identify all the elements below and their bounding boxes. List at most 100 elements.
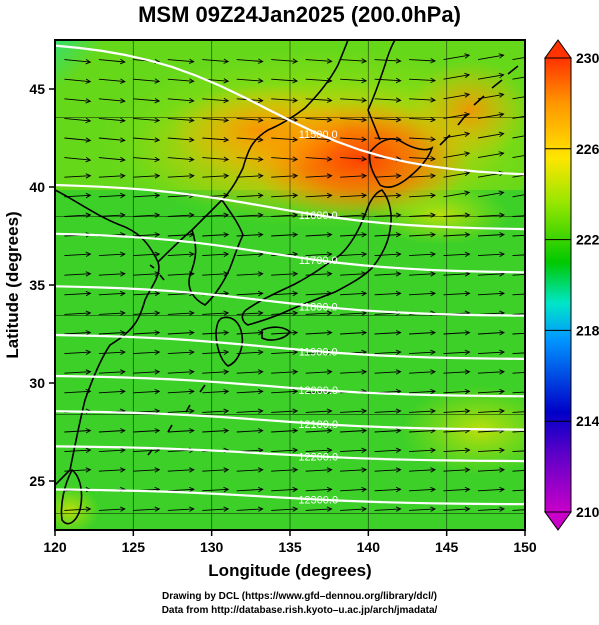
wind-vector-head [464,486,471,493]
colorbar-label: 218 [576,322,599,338]
wind-vector [202,430,229,433]
wind-vector-head [292,78,299,84]
wind-vector [305,430,332,433]
wind-vector [477,488,505,492]
wind-vector-head [430,330,436,336]
wind-vector [409,430,436,433]
wind-vector-head [464,388,471,395]
wind-vector [340,59,367,62]
wind-vector [305,410,332,413]
wind-vector-head [533,152,538,157]
wind-vector-head [85,78,92,84]
contour-line-11700.0 [55,232,525,274]
wind-vector [133,175,160,178]
wind-vector [271,351,298,355]
wind-vector [340,137,367,141]
wind-vector [340,157,367,160]
wind-vector-head [430,447,436,453]
credit-data: Data from http://database.rish.kyoto–u.a… [161,605,438,616]
wind-vector-head [154,78,161,84]
wind-vector-head [119,98,126,104]
wind-vector [409,332,436,335]
wind-vector [98,390,125,394]
wind-vector-head [154,310,161,316]
wind-vector-head [292,506,299,512]
wind-vector-head [534,350,539,355]
wind-vector-head [430,388,436,395]
wind-vector [409,449,436,453]
wind-vector-head [395,486,402,493]
wind-vector-head [395,330,402,336]
wind-vector-head [119,117,126,124]
wind-vector-head [257,97,264,104]
wind-vector-head [326,173,333,179]
wind-vector-head [326,486,333,493]
wind-vector-head [154,330,161,336]
wind-vector-head [120,349,126,355]
wind-vector [305,157,332,160]
wind-vector [512,489,525,492]
wind-vector-head [430,156,436,162]
wind-vector-head [326,58,333,64]
wind-vector-head [85,447,92,453]
wind-vector [512,470,525,472]
wind-vector [271,312,298,315]
wind-vector-head [85,98,92,104]
wind-vector-head [154,156,161,163]
contour-label: 11500.0 [299,129,338,141]
wind-vector [477,410,505,413]
colorbar-label: 226 [576,141,599,157]
wind-vector-head [257,173,264,179]
wind-vector-head [430,97,436,103]
wind-vector-head [223,349,230,355]
wind-vector [167,59,194,63]
wind-vector [202,98,229,102]
wind-vector [133,469,160,472]
wind-vector-head [85,137,92,143]
wind-vector [409,98,436,101]
wind-vector [443,332,470,335]
wind-vector [443,234,470,237]
wind-vector [133,430,160,433]
wind-vector-head [85,467,92,473]
wind-vector [64,312,91,315]
wind-vector [340,508,367,511]
wind-vector [167,253,194,257]
wind-vector [236,194,263,198]
wind-vector [64,214,91,217]
wind-vector-head [85,59,92,65]
wind-vector [305,59,332,62]
colorbar-lower-triangle [544,511,572,531]
wind-vector [64,273,91,276]
wind-vector-head [189,388,195,395]
wind-vector [305,194,332,198]
wind-vector [374,351,401,355]
x-tick-label: 125 [122,539,146,555]
wind-vector-head [189,310,195,316]
contour-line-11600.0 [55,183,525,231]
wind-vector [477,133,504,139]
wind-vector-head [498,131,505,137]
wind-vector-head [85,173,92,179]
wind-vector-head [154,117,161,123]
wind-vector [409,194,436,198]
wind-vector [409,59,436,62]
wind-vector-head [534,487,539,492]
lat-lon-grid [55,40,525,530]
wind-vector [133,117,160,122]
wind-vector-head [119,58,126,65]
contour-line-11800.0 [55,285,525,317]
wind-vector [512,194,525,198]
wind-vector-head [189,330,195,336]
x-tick-label: 120 [43,539,67,555]
wind-vector-head [464,190,471,196]
wind-vector-head [430,290,436,297]
wind-vector [167,234,194,237]
wind-vector [340,469,367,472]
wind-vector [133,137,160,141]
wind-vector-head [85,506,92,512]
wind-vector [409,78,436,82]
x-axis: 120 125 130 135 140 145 150 [43,530,537,555]
wind-vector-head [498,92,505,98]
